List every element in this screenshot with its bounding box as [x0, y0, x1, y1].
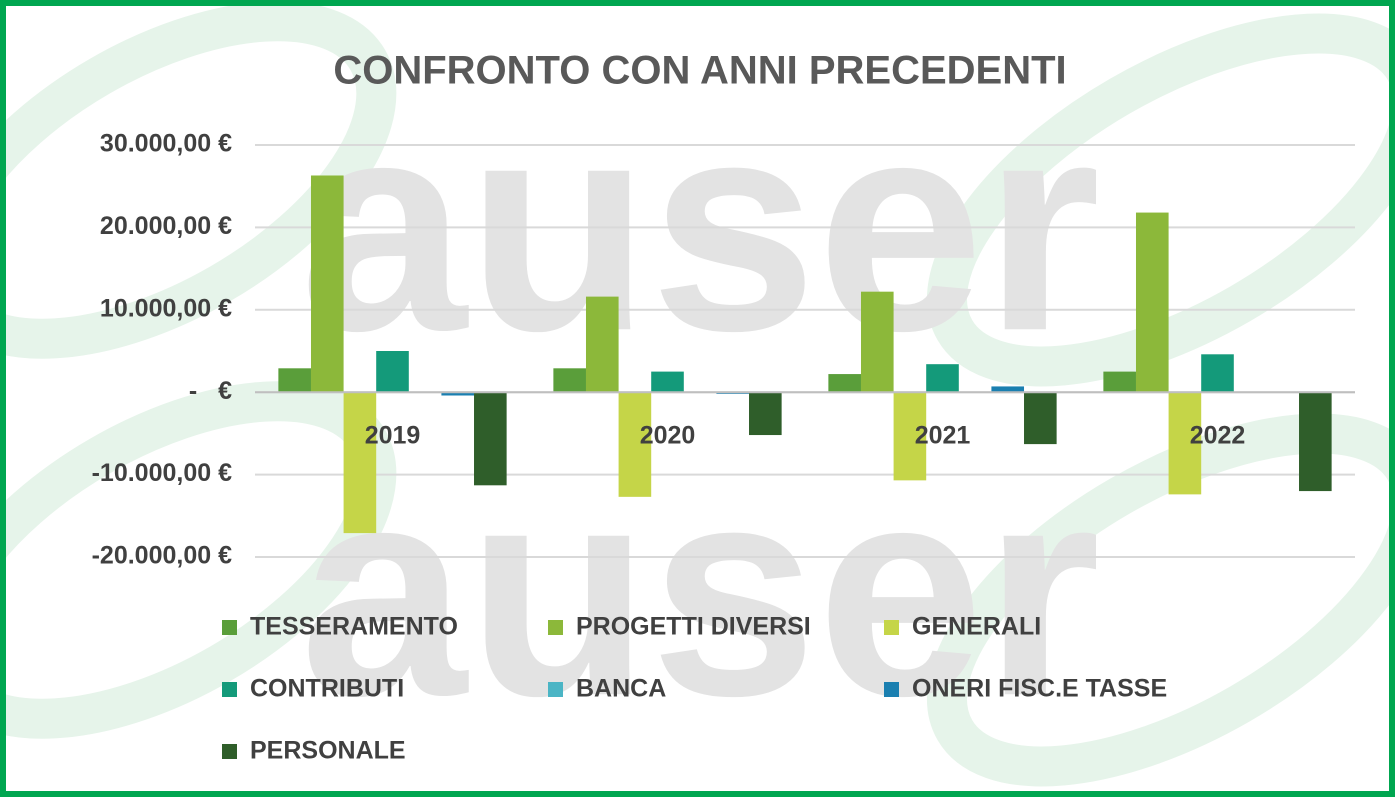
bar [828, 374, 861, 393]
bar [474, 392, 507, 486]
bar [1201, 354, 1234, 393]
bar [1168, 392, 1202, 495]
bar [991, 386, 1025, 393]
legend-label: CONTRIBUTI [250, 675, 404, 703]
legend-swatch [884, 682, 899, 697]
y-tick-label: -20.000,00 € [92, 542, 232, 570]
legend-label: ONERI FISC.E TASSE [912, 675, 1167, 703]
y-tick-label: -10.000,00 € [92, 459, 232, 487]
x-tick-label: 2019 [365, 422, 421, 450]
legend-label: PERSONALE [250, 737, 406, 765]
y-tick-label: 30.000,00 € [100, 130, 232, 158]
legend-swatch [548, 682, 563, 697]
bar [1103, 371, 1136, 393]
bar [310, 175, 344, 393]
legend-label: TESSERAMENTO [250, 613, 458, 641]
legend-swatch [548, 620, 563, 635]
bar [441, 392, 475, 396]
y-tick-label: 10.000,00 € [100, 294, 232, 322]
legend-label: BANCA [576, 675, 666, 703]
x-tick-label: 2020 [640, 422, 696, 450]
chart-title: CONFRONTO CON ANNI PRECEDENTI [333, 49, 1066, 93]
bar [1299, 392, 1332, 492]
bar [618, 392, 652, 497]
x-tick-label: 2021 [915, 422, 971, 450]
watermark: auser [300, 57, 1101, 393]
bar [376, 351, 409, 393]
y-tick-label: - € [189, 377, 232, 405]
y-tick-label: 20.000,00 € [100, 212, 232, 240]
legend-swatch [884, 620, 899, 635]
bar [278, 368, 311, 393]
bar [585, 296, 619, 393]
bar [1135, 212, 1169, 393]
bar [860, 291, 894, 393]
watermark: auser [300, 422, 1101, 758]
x-tick-label: 2022 [1190, 422, 1246, 450]
bar [926, 364, 959, 393]
legend-label: GENERALI [912, 613, 1041, 641]
bar [651, 371, 684, 393]
legend-swatch [222, 682, 237, 697]
bar [343, 392, 377, 534]
bar [553, 368, 586, 393]
bar [749, 392, 782, 436]
legend-swatch [222, 744, 237, 759]
legend-swatch [222, 620, 237, 635]
legend-label: PROGETTI DIVERSI [576, 613, 811, 641]
bar [1024, 392, 1057, 445]
bar [893, 392, 927, 481]
